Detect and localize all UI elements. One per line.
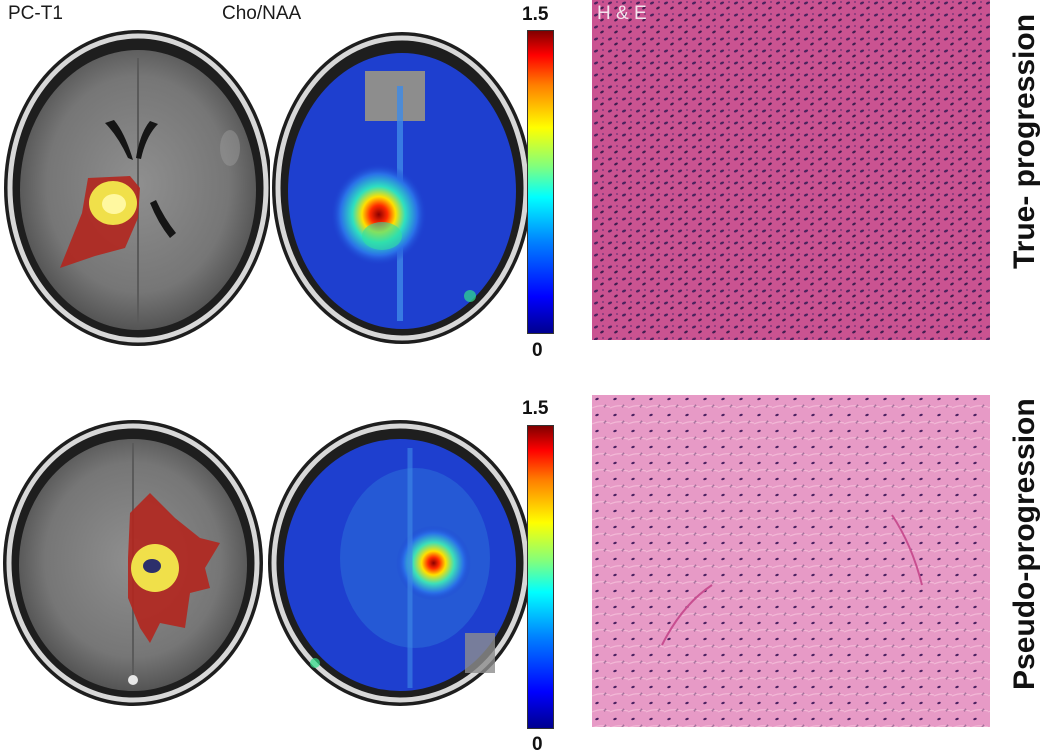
- row-label-true-progression: True- progression: [1008, 13, 1041, 269]
- cho-naa-header: Cho/NAA: [222, 3, 302, 24]
- cho-naa-map-bottom: [268, 420, 530, 706]
- he-header: H & E: [597, 3, 647, 24]
- he-histology-bottom: [592, 395, 990, 727]
- colorbar-min-label-bottom: 0: [532, 734, 543, 755]
- colorbar-bottom: [527, 425, 554, 729]
- pc-t1-mri-bottom: [3, 420, 263, 706]
- colorbar-max-label-top: 1.5: [522, 4, 549, 25]
- row-label-pseudo-progression: Pseudo-progression: [1008, 398, 1041, 690]
- pc-t1-header: PC-T1: [8, 3, 63, 24]
- pc-t1-mri-top: [4, 30, 270, 346]
- colorbar-min-label-top: 0: [532, 340, 543, 361]
- cho-naa-map-top: [272, 32, 532, 344]
- colorbar-max-label-bottom: 1.5: [522, 398, 549, 419]
- colorbar-top: [527, 30, 554, 334]
- he-histology-top: [592, 0, 990, 340]
